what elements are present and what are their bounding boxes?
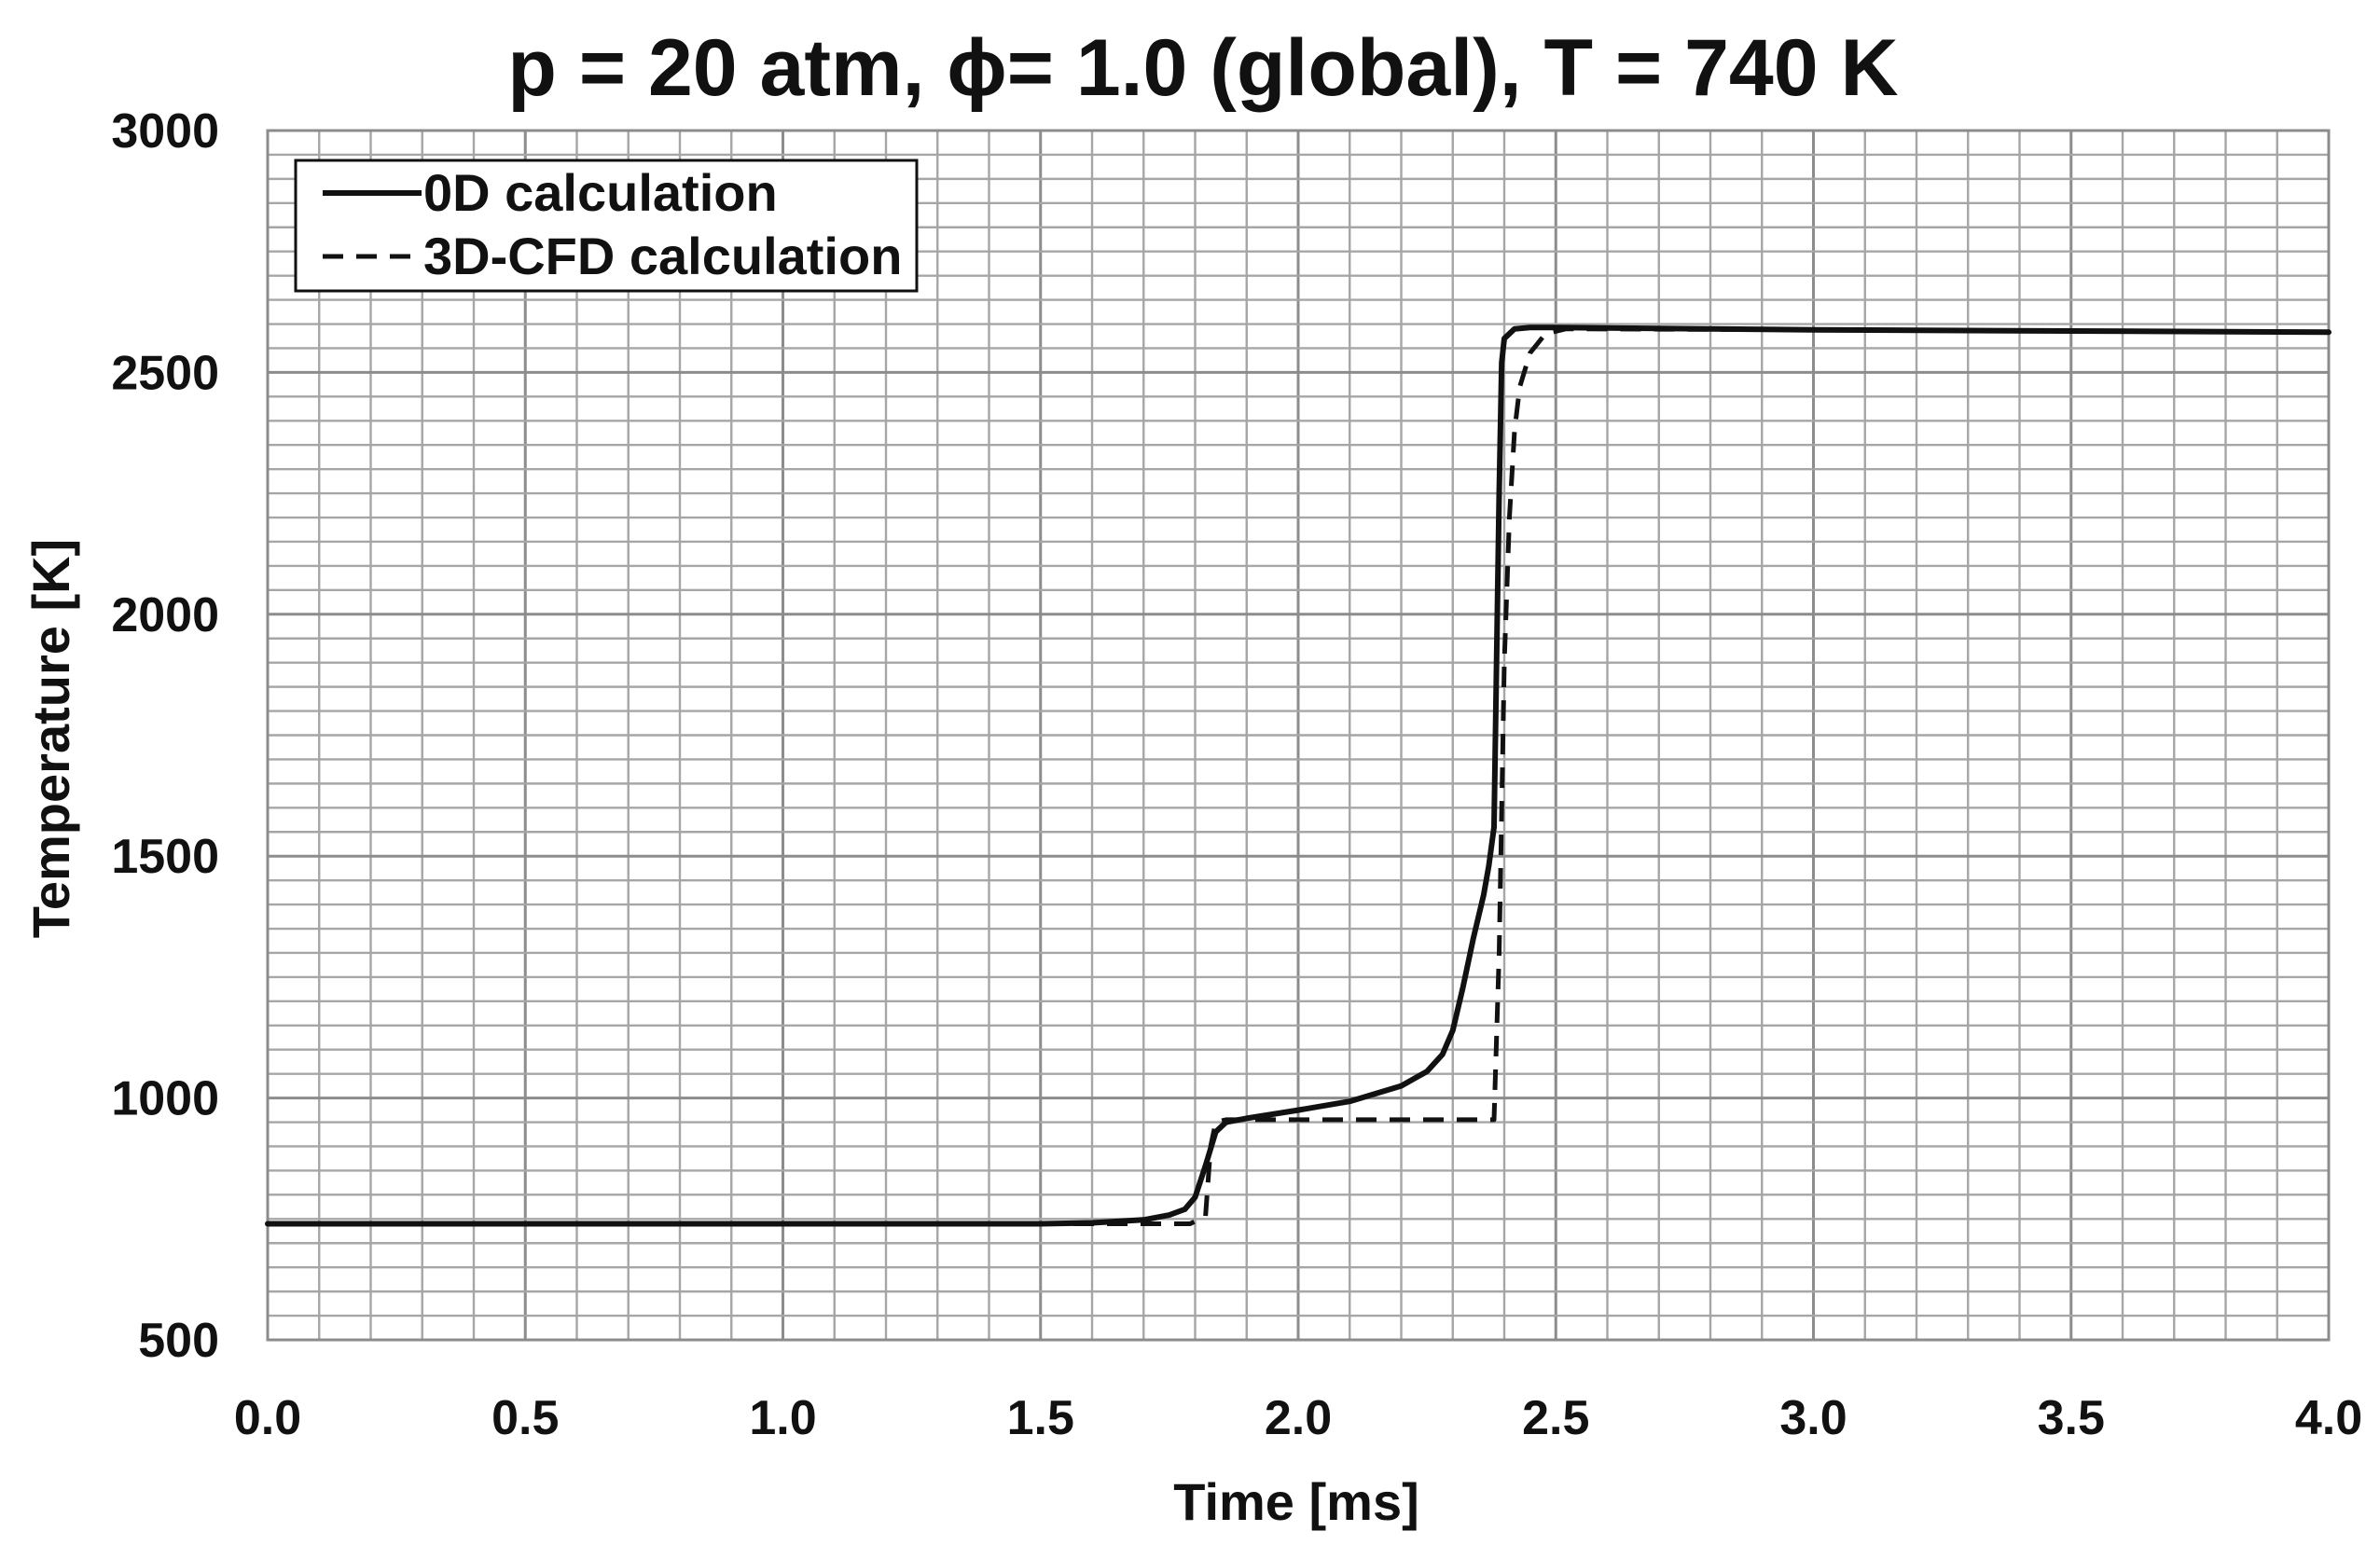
y-axis-ticks: 500 1000 1500 2000 2500 3000 (111, 104, 219, 1368)
y-tick-label: 2500 (111, 346, 219, 400)
y-tick-label: 1000 (111, 1072, 219, 1126)
y-tick-label: 500 (138, 1314, 219, 1368)
y-axis-label: Temperature [K] (21, 539, 80, 938)
legend-box (294, 159, 919, 293)
grid (268, 131, 2329, 1340)
y-tick-label: 2000 (111, 588, 219, 642)
y-tick-label: 3000 (111, 104, 219, 159)
legend-label-0d: 0D calculation (423, 163, 778, 222)
legend: 0D calculation 3D-CFD calculation (294, 159, 919, 293)
x-tick-label: 0.0 (234, 1391, 301, 1445)
series-layer (265, 324, 2332, 1227)
x-tick-label: 4.0 (2295, 1391, 2362, 1445)
series-3d-cfd-calculation-line (268, 326, 2330, 1226)
plot-frame (266, 129, 2331, 1342)
x-tick-label: 2.5 (1522, 1391, 1589, 1445)
x-tick-label: 1.0 (749, 1391, 816, 1445)
x-tick-label: 1.5 (1007, 1391, 1074, 1445)
legend-label-3d-cfd: 3D-CFD calculation (423, 227, 902, 285)
x-tick-label: 2.0 (1265, 1391, 1332, 1445)
chart-title: p = 20 atm, ϕ= 1.0 (global), T = 740 K (507, 23, 1898, 113)
x-axis-label: Time [ms] (1173, 1472, 1418, 1531)
x-tick-label: 3.5 (2038, 1391, 2105, 1445)
x-tick-label: 0.5 (491, 1391, 559, 1445)
y-tick-label: 1500 (111, 830, 219, 884)
x-tick-label: 3.0 (1779, 1391, 1847, 1445)
series-0d-calculation-line (265, 324, 2332, 1227)
x-axis-ticks: 0.0 0.5 1.0 1.5 2.0 2.5 3.0 3.5 4.0 (234, 1391, 2362, 1445)
